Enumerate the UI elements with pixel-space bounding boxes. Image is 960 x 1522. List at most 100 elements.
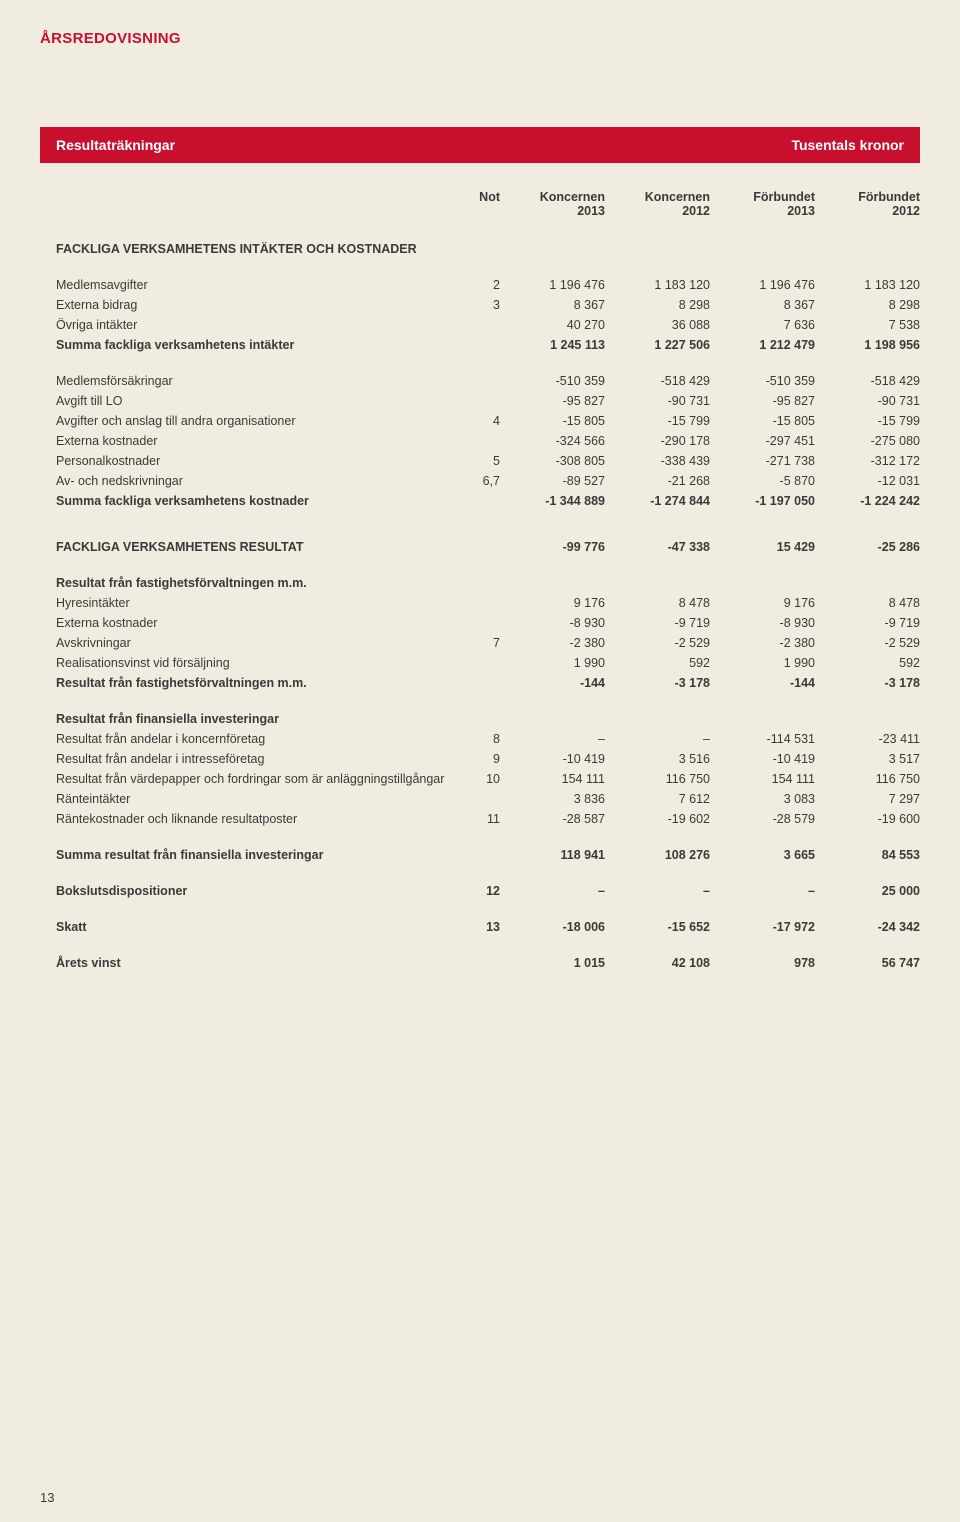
row-value: 7 538: [815, 315, 920, 335]
row-value: -28 587: [500, 809, 605, 829]
row-value: 9 176: [500, 593, 605, 613]
row-value: 108 276: [605, 845, 710, 865]
row-label: Externa kostnader: [40, 431, 460, 451]
row-value: [605, 236, 710, 259]
row-value: -28 579: [710, 809, 815, 829]
row-value: [460, 335, 500, 355]
banner-left: Resultaträkningar: [56, 137, 175, 153]
col-not-hdr: Not: [460, 187, 500, 236]
row-value: 592: [605, 653, 710, 673]
col-c1-hdr: Koncernen2013: [500, 187, 605, 236]
row-value: -90 731: [815, 391, 920, 411]
row-value: [460, 431, 500, 451]
col-c3-hdr: Förbundet2013: [710, 187, 815, 236]
row-value: -15 799: [815, 411, 920, 431]
row-value: -1 344 889: [500, 491, 605, 511]
row-value: -24 342: [815, 917, 920, 937]
row-value: -144: [500, 673, 605, 693]
row-value: 3 083: [710, 789, 815, 809]
col-c4-hdr: Förbundet2012: [815, 187, 920, 236]
row-value: -9 719: [815, 613, 920, 633]
row-value: -10 419: [710, 749, 815, 769]
row-value: -15 805: [500, 411, 605, 431]
row-value: 1 990: [500, 653, 605, 673]
row-value: -19 602: [605, 809, 710, 829]
row-value: -275 080: [815, 431, 920, 451]
row-value: -15 805: [710, 411, 815, 431]
row-value: -2 380: [710, 633, 815, 653]
row-value: 1 196 476: [500, 275, 605, 295]
row-value: -90 731: [605, 391, 710, 411]
banner-right: Tusentals kronor: [791, 137, 904, 153]
row-value: –: [710, 881, 815, 901]
row-value: 592: [815, 653, 920, 673]
row-value: [460, 653, 500, 673]
row-label: Externa bidrag: [40, 295, 460, 315]
row-value: 118 941: [500, 845, 605, 865]
row-value: 8 367: [500, 295, 605, 315]
row-label: Externa kostnader: [40, 613, 460, 633]
row-label: Resultat från värdepapper och fordringar…: [40, 769, 460, 789]
row-value: -99 776: [500, 537, 605, 557]
income-table: Not Koncernen2013 Koncernen2012 Förbunde…: [40, 187, 920, 973]
row-value: 10: [460, 769, 500, 789]
row-value: [605, 709, 710, 729]
row-value: -23 411: [815, 729, 920, 749]
row-label: Bokslutsdispositioner: [40, 881, 460, 901]
section-title: ÅRSREDOVISNING: [40, 30, 920, 47]
row-value: -2 529: [605, 633, 710, 653]
row-value: 36 088: [605, 315, 710, 335]
row-label: Medlemsförsäkringar: [40, 371, 460, 391]
row-value: 1 990: [710, 653, 815, 673]
row-value: -510 359: [710, 371, 815, 391]
row-value: [460, 789, 500, 809]
row-value: 3 836: [500, 789, 605, 809]
row-value: 1 227 506: [605, 335, 710, 355]
row-value: 40 270: [500, 315, 605, 335]
row-label: Summa fackliga verksamhetens intäkter: [40, 335, 460, 355]
row-value: -324 566: [500, 431, 605, 451]
row-value: [710, 709, 815, 729]
row-value: -308 805: [500, 451, 605, 471]
row-value: [460, 491, 500, 511]
row-label: Övriga intäkter: [40, 315, 460, 335]
row-value: 978: [710, 953, 815, 973]
row-value: 11: [460, 809, 500, 829]
row-value: 116 750: [605, 769, 710, 789]
row-label: Realisationsvinst vid försäljning: [40, 653, 460, 673]
row-value: -9 719: [605, 613, 710, 633]
row-value: 8 478: [815, 593, 920, 613]
row-value: [460, 236, 500, 259]
row-value: 15 429: [710, 537, 815, 557]
row-label: Resultat från andelar i intresseföretag: [40, 749, 460, 769]
row-value: -95 827: [710, 391, 815, 411]
row-value: 3 516: [605, 749, 710, 769]
row-value: 5: [460, 451, 500, 471]
row-label: Resultat från andelar i koncernföretag: [40, 729, 460, 749]
row-value: 1 198 956: [815, 335, 920, 355]
row-value: -144: [710, 673, 815, 693]
row-value: 1 183 120: [815, 275, 920, 295]
row-value: 7 636: [710, 315, 815, 335]
page-number: 13: [40, 1490, 54, 1505]
row-value: 42 108: [605, 953, 710, 973]
row-value: 84 553: [815, 845, 920, 865]
row-value: –: [500, 881, 605, 901]
row-value: -271 738: [710, 451, 815, 471]
row-value: -1 197 050: [710, 491, 815, 511]
row-value: -290 178: [605, 431, 710, 451]
row-value: [460, 709, 500, 729]
row-label: Summa resultat från finansiella invester…: [40, 845, 460, 865]
row-value: 154 111: [710, 769, 815, 789]
row-value: -10 419: [500, 749, 605, 769]
row-label: Resultat från fastighetsförvaltningen m.…: [40, 573, 460, 593]
row-value: -2 380: [500, 633, 605, 653]
row-label: Hyresintäkter: [40, 593, 460, 613]
row-value: 116 750: [815, 769, 920, 789]
row-label: Resultat från finansiella investeringar: [40, 709, 460, 729]
row-value: –: [605, 881, 710, 901]
row-value: [710, 236, 815, 259]
row-value: 56 747: [815, 953, 920, 973]
row-value: -15 652: [605, 917, 710, 937]
row-value: 4: [460, 411, 500, 431]
